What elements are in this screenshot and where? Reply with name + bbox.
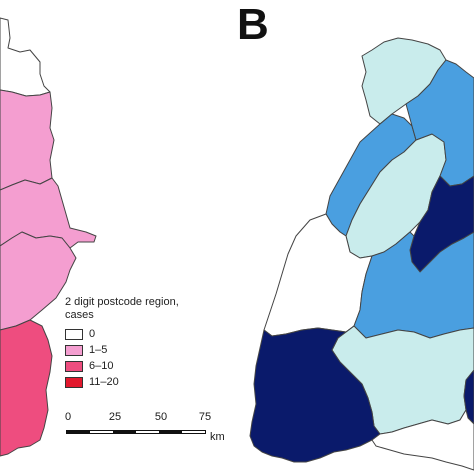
scale-segment [67, 431, 90, 433]
legend-swatch [65, 376, 83, 388]
scale-segment [159, 431, 182, 433]
legend-label: 11–20 [89, 375, 119, 388]
legend-label: 6–10 [89, 359, 114, 372]
legend-swatch [65, 344, 83, 356]
legend-swatch [65, 360, 83, 372]
legend-label: 0 [89, 327, 96, 340]
right-region-white-southeast [371, 409, 474, 471]
legend-item: 11–20 [65, 374, 195, 390]
legend-title: 2 digit postcode region, cases [65, 296, 179, 321]
left-region-red [0, 319, 53, 457]
legend-item: 6–10 [65, 358, 195, 374]
left-map [0, 17, 97, 457]
scale-segment [136, 431, 159, 433]
scale-bar: 0 25 50 75 km [64, 411, 236, 443]
legend-item: 0 [65, 326, 195, 342]
scale-segment [113, 431, 136, 433]
legend-label: 1–5 [89, 343, 108, 356]
scale-tick-label: 50 [154, 411, 168, 423]
scale-segment [90, 431, 113, 433]
panel-label: B [237, 0, 269, 49]
scale-tick-label: 25 [108, 411, 122, 423]
scale-tick-label: 0 [64, 411, 72, 423]
scale-segment [182, 431, 205, 433]
scale-unit: km [210, 431, 225, 443]
left-region-pink-1 [0, 89, 55, 191]
legend-swatch [65, 328, 83, 340]
map-legend: 2 digit postcode region, cases 0 1–5 6–1… [65, 296, 195, 390]
legend-item: 1–5 [65, 342, 195, 358]
right-map [249, 37, 474, 471]
left-region-white-top [0, 17, 51, 97]
scale-bar-track [66, 430, 206, 434]
scale-tick-label: 75 [198, 411, 212, 423]
right-region-blue-northeast [405, 59, 474, 187]
